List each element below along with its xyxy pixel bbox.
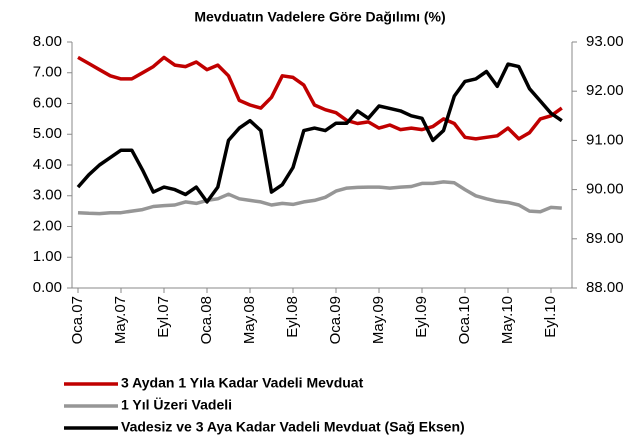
series-line	[77, 180, 562, 216]
series-line	[77, 55, 563, 141]
x-tick-label: May.08	[241, 296, 258, 344]
series-line	[76, 62, 563, 204]
y2-tick-label: 90.00	[586, 181, 624, 198]
y-tick-label: 7.00	[33, 64, 62, 81]
x-tick-label: Eyl.10	[542, 296, 559, 338]
y2-tick-label: 89.00	[586, 230, 624, 247]
y-tick-label: 0.00	[33, 279, 62, 296]
x-tick-label: May.09	[370, 296, 387, 344]
y2-tick-label: 93.00	[586, 33, 624, 50]
x-tick-label: Oca.07	[69, 296, 86, 344]
y-tick-label: 6.00	[33, 94, 62, 111]
chart-title: Mevduatın Vadelere Göre Dağılımı (%)	[194, 9, 445, 25]
y-tick-label: 2.00	[33, 217, 62, 234]
legend-label: 3 Aydan 1 Yıla Kadar Vadeli Mevduat	[121, 375, 364, 391]
legend-label: Vadesiz ve 3 Aya Kadar Vadeli Mevduat (S…	[121, 419, 465, 435]
y-tick-label: 1.00	[33, 248, 62, 265]
x-tick-label: Oca.08	[198, 296, 215, 344]
x-tick-label: May.10	[499, 296, 516, 344]
y-tick-label: 5.00	[33, 125, 62, 142]
y2-tick-label: 88.00	[586, 279, 624, 296]
x-tick-label: Oca.09	[327, 296, 344, 344]
y2-tick-label: 91.00	[586, 131, 624, 148]
legend-label: 1 Yıl Üzeri Vadeli	[121, 397, 232, 413]
y-tick-label: 8.00	[33, 33, 62, 50]
x-tick-label: Eyl.08	[284, 296, 301, 338]
y-tick-label: 3.00	[33, 187, 62, 204]
x-tick-label: Oca.10	[456, 296, 473, 344]
y2-tick-label: 92.00	[586, 82, 624, 99]
x-tick-label: May.07	[112, 296, 129, 344]
y-tick-label: 4.00	[33, 156, 62, 173]
x-tick-label: Eyl.07	[155, 296, 172, 338]
x-tick-label: Eyl.09	[413, 296, 430, 338]
